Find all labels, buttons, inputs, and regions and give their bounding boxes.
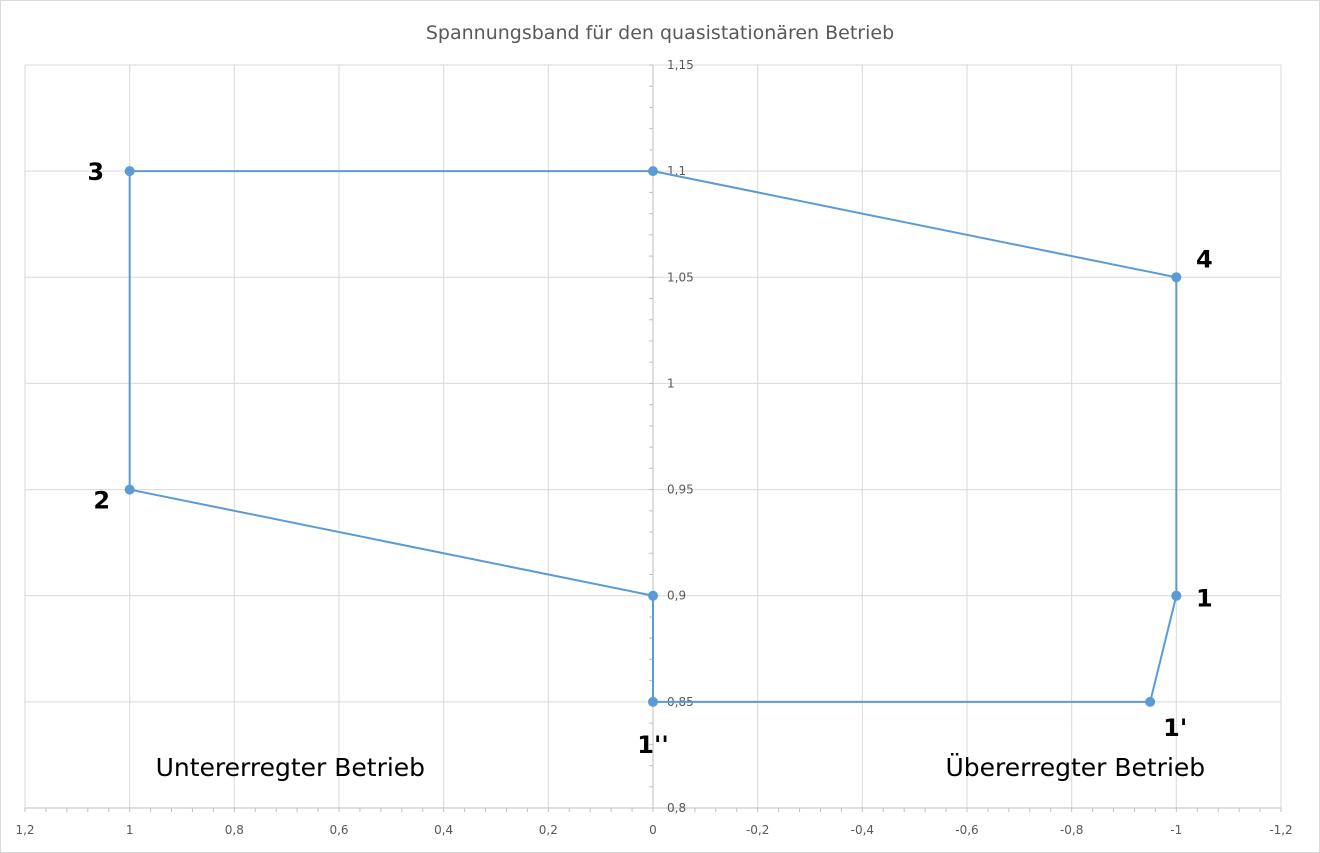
x-tick-label: 0,2: [539, 823, 558, 837]
x-tick-label: 1,2: [15, 823, 34, 837]
y-tick-label: 1,05: [667, 270, 694, 284]
x-tick-label: -1: [1170, 823, 1182, 837]
point-label: 2: [93, 487, 110, 515]
data-point: [648, 166, 658, 177]
x-tick-label: 0: [649, 823, 657, 837]
x-tick-label: 1: [126, 823, 134, 837]
y-tick-label: 0,8: [667, 801, 686, 815]
y-tick-label: 0,95: [667, 483, 694, 497]
x-tick-label: -0,2: [746, 823, 769, 837]
chart-title: Spannungsband für den quasistationären B…: [426, 22, 894, 44]
point-label: 1: [1196, 585, 1213, 613]
x-tick-label: -0,4: [851, 823, 874, 837]
point-label: 3: [87, 158, 104, 186]
point-label: 4: [1196, 245, 1213, 273]
point-labels: 3 4 2 1 1' 1'': [87, 158, 1212, 759]
data-point: [1145, 696, 1156, 707]
x-tick-label: 0,8: [225, 823, 244, 837]
data-point: [124, 166, 135, 177]
data-point: [124, 484, 135, 495]
data-point: [648, 590, 658, 601]
point-label: 1'': [637, 731, 668, 759]
x-tick-label: -0,6: [955, 823, 978, 837]
x-tick-label: -0,8: [1060, 823, 1083, 837]
region-annotation: Übererregter Betrieb: [945, 753, 1205, 782]
x-tick-label: -1,2: [1269, 823, 1292, 837]
y-tick-label: 1: [667, 376, 675, 390]
series-layer: [124, 166, 1182, 707]
annotations: Untererregter Betrieb Übererregter Betrie…: [156, 753, 1206, 782]
data-point: [1171, 590, 1182, 601]
x-tick-label: 0,4: [434, 823, 453, 837]
y-tick-label: 1,15: [667, 58, 694, 72]
region-annotation: Untererregter Betrieb: [156, 753, 425, 782]
data-point: [1171, 272, 1182, 283]
point-label: 1': [1163, 714, 1187, 742]
y-tick-label: 0,9: [667, 589, 686, 603]
tick-labels: 1,2 1 0,8 0,6 0,4 0,2 0 -0,2 -0,4 -0,6 -0,8 -1 -1,2 0…: [15, 58, 1292, 837]
x-tick-label: 0,6: [329, 823, 348, 837]
data-point: [648, 696, 658, 707]
